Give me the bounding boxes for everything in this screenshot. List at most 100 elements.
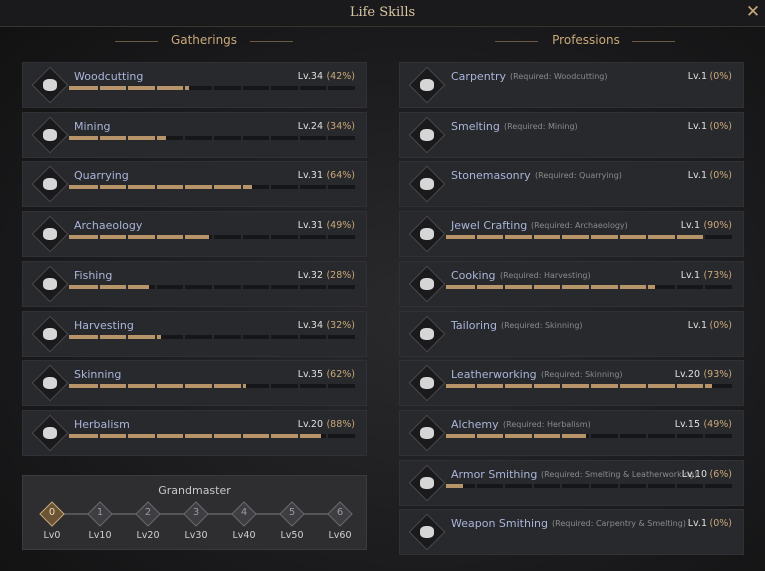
progress-fill (69, 284, 150, 289)
rank-level: Lv50 (280, 530, 304, 541)
progress-fill (69, 185, 253, 190)
progress-divider (297, 284, 300, 289)
progress-divider (617, 284, 620, 289)
progress-percent: (64%) (326, 170, 355, 182)
progress-divider (674, 235, 677, 240)
progress-divider (703, 384, 706, 389)
ornament (632, 41, 675, 42)
skill-icon (43, 377, 57, 390)
progress-percent: (6%) (709, 468, 732, 480)
progress-divider (674, 284, 677, 289)
progress-divider (297, 135, 300, 140)
progress-divider (703, 433, 706, 438)
rank-number: 0 (48, 507, 56, 518)
section-title: Professions (552, 33, 620, 47)
progress-divider (326, 185, 329, 190)
rank-level: Lv10 (88, 530, 112, 541)
close-button[interactable]: ✕ (745, 2, 761, 22)
progress-divider (646, 235, 649, 240)
skill-row (22, 260, 367, 307)
skill-icon (43, 79, 57, 91)
progress-divider (646, 433, 649, 438)
skill-icon (420, 476, 434, 489)
progress-divider (126, 235, 129, 240)
progress-divider (154, 433, 157, 438)
progress-percent: (88%) (326, 418, 355, 430)
progress-divider (212, 334, 214, 339)
rank-number: 3 (192, 507, 200, 518)
progress-percent: (42%) (326, 71, 355, 82)
rank-level: Lv20 (136, 530, 160, 541)
progress-divider (240, 235, 243, 240)
progress-divider (269, 185, 272, 190)
progress-percent: (0%) (709, 71, 732, 82)
skill-name: Fishing (74, 268, 113, 282)
skill-row (399, 360, 744, 407)
progress-divider (297, 86, 300, 90)
progress-divider (531, 483, 534, 488)
skill-requirement: (Required: Quarrying) (535, 171, 622, 181)
skill-requirement: (Required: Skinning) (501, 320, 583, 330)
progress-divider (674, 483, 677, 488)
skill-name: Tailoring (451, 318, 498, 332)
progress-divider (269, 284, 272, 289)
skill-icon (43, 277, 57, 290)
skill-requirement: (Required: Mining) (504, 121, 578, 131)
progress-track (446, 384, 732, 389)
progress-divider (326, 86, 329, 90)
skill-level: Lv.1 (687, 71, 707, 82)
progress-divider (212, 235, 214, 240)
progress-divider (240, 284, 243, 289)
progress-divider (703, 284, 706, 289)
progress-divider (240, 185, 243, 190)
progress-fill (69, 334, 161, 339)
skill-name: Woodcutting (74, 70, 144, 83)
skill-requirement: (Required: Skinning) (541, 370, 623, 380)
skill-level: Lv.35 (297, 369, 323, 381)
progress-fill (69, 384, 247, 389)
progress-divider (212, 185, 214, 190)
progress-divider (97, 86, 100, 90)
progress-track (69, 384, 355, 389)
progress-divider (154, 384, 157, 389)
progress-fill (446, 483, 464, 488)
progress-divider (154, 334, 157, 339)
skill-level: Lv.20 (297, 418, 323, 430)
progress-divider (674, 433, 677, 438)
progress-divider (154, 135, 157, 140)
skill-name: Carpentry (451, 70, 507, 83)
progress-divider (97, 334, 100, 339)
progress-divider (126, 86, 129, 90)
skill-name: Quarrying (74, 169, 129, 183)
skill-requirement: (Required: Smelting & Leatherworking) (541, 469, 698, 479)
progress-divider (212, 433, 214, 438)
progress-divider (589, 384, 591, 389)
progress-track (446, 235, 732, 240)
progress-track (446, 483, 732, 488)
progress-divider (560, 384, 563, 389)
progress-percent: (28%) (326, 269, 355, 281)
rank-level: Lv0 (43, 530, 61, 541)
skill-name: Cooking (451, 268, 496, 282)
skill-level: Lv.31 (297, 170, 323, 182)
progress-track (69, 433, 355, 438)
skill-row (399, 161, 744, 208)
skill-name: Archaeology (74, 219, 143, 233)
progress-divider (269, 384, 272, 389)
progress-divider (503, 284, 506, 289)
progress-percent: (49%) (703, 418, 732, 430)
progress-divider (97, 384, 100, 389)
progress-divider (97, 433, 100, 438)
progress-divider (126, 384, 129, 389)
progress-divider (326, 334, 329, 339)
progress-divider (617, 433, 620, 438)
skill-level: Lv.24 (297, 120, 323, 132)
progress-track (69, 284, 355, 289)
skill-level: Lv.1 (687, 518, 707, 530)
progress-divider (326, 433, 329, 438)
skill-icon (420, 426, 434, 439)
skill-row (399, 310, 744, 357)
skill-level: Lv.34 (297, 319, 323, 331)
rank-level: Lv60 (328, 530, 352, 541)
